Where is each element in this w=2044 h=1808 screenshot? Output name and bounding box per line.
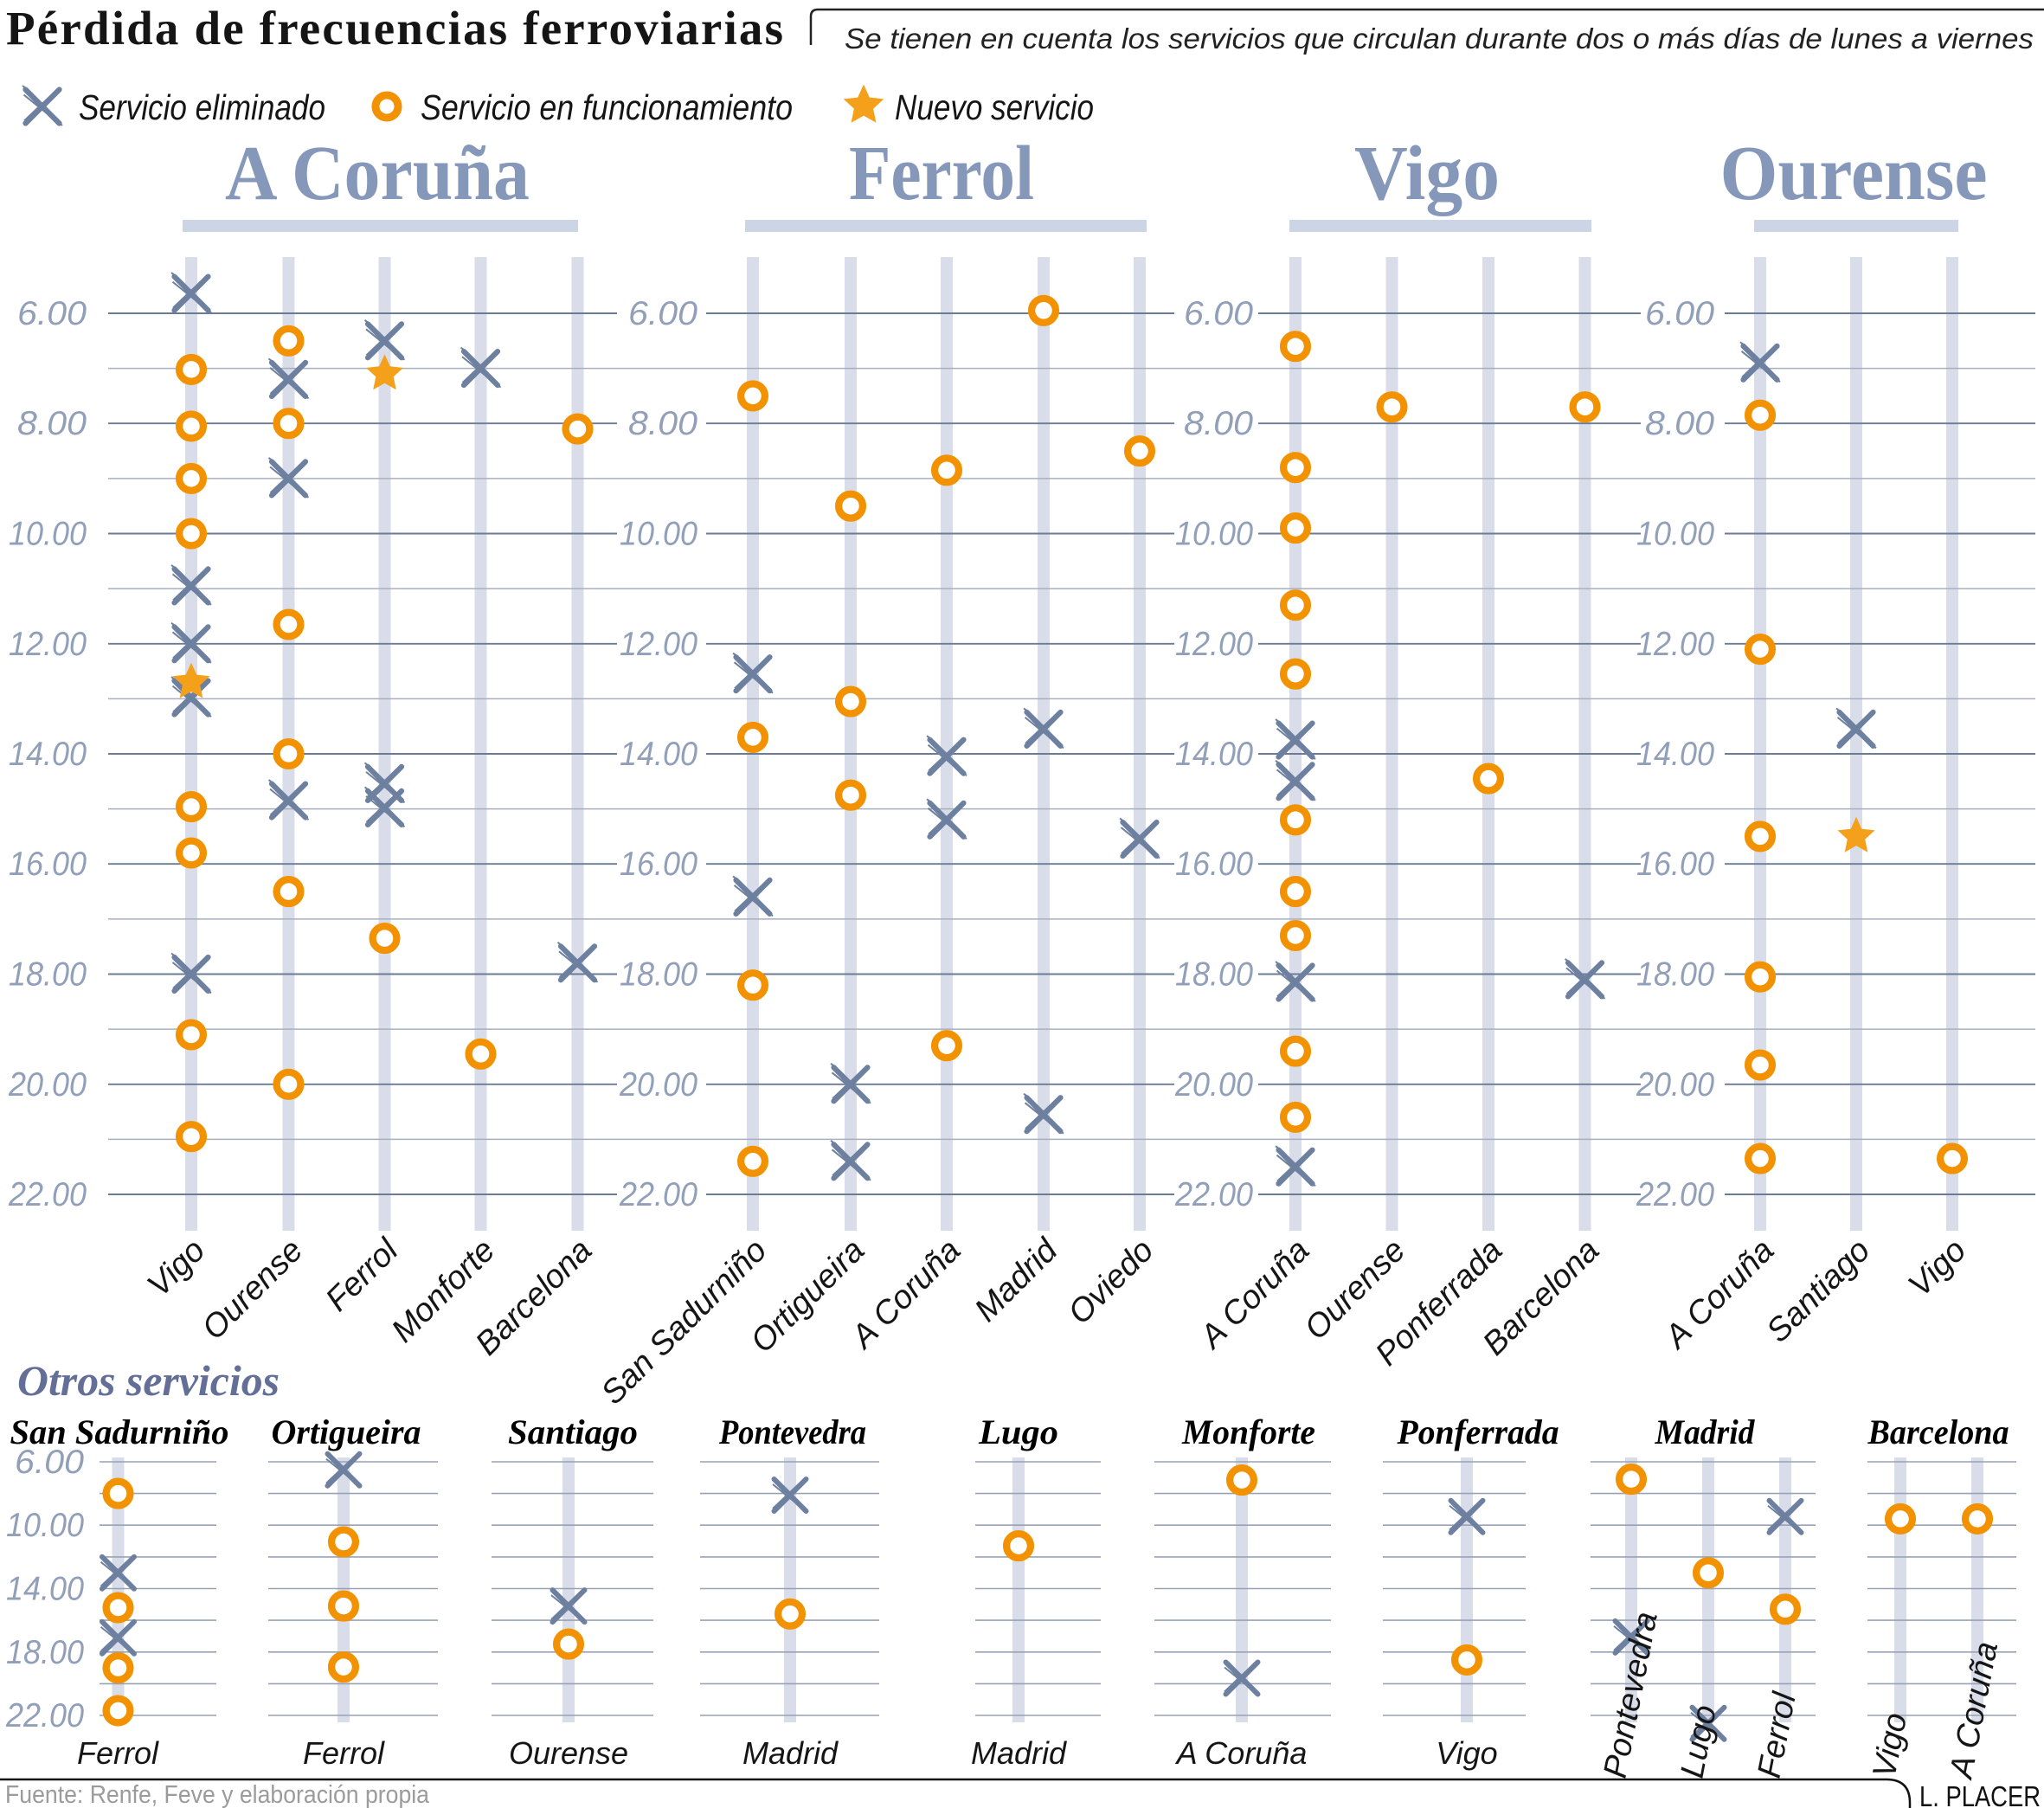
svg-text:16.00: 16.00 bbox=[1175, 846, 1253, 883]
svg-text:Santiago: Santiago bbox=[508, 1412, 638, 1451]
svg-text:12.00: 12.00 bbox=[620, 626, 697, 663]
svg-text:Servicio eliminado: Servicio eliminado bbox=[79, 87, 325, 127]
svg-text:Pérdida de frecuencias ferrovi: Pérdida de frecuencias ferroviarias bbox=[6, 2, 783, 55]
svg-text:12.00: 12.00 bbox=[1636, 626, 1714, 663]
svg-text:20.00: 20.00 bbox=[8, 1066, 87, 1103]
svg-text:18.00: 18.00 bbox=[1175, 956, 1253, 994]
svg-text:Pontevedra: Pontevedra bbox=[718, 1412, 866, 1451]
svg-text:San Sadurniño: San Sadurniño bbox=[10, 1412, 229, 1451]
svg-text:Lugo: Lugo bbox=[978, 1412, 1058, 1451]
svg-text:Ferrol: Ferrol bbox=[849, 131, 1034, 216]
svg-text:Ortigueira: Ortigueira bbox=[272, 1412, 421, 1451]
svg-text:Madrid: Madrid bbox=[1655, 1412, 1756, 1451]
svg-text:Madrid: Madrid bbox=[971, 1735, 1067, 1771]
svg-text:A Coruña: A Coruña bbox=[1175, 1735, 1308, 1771]
svg-text:Ferrol: Ferrol bbox=[303, 1735, 385, 1771]
svg-text:12.00: 12.00 bbox=[1175, 626, 1253, 663]
svg-text:A Coruña: A Coruña bbox=[225, 131, 530, 216]
svg-text:14.00: 14.00 bbox=[6, 1571, 84, 1608]
svg-text:8.00: 8.00 bbox=[1645, 405, 1714, 442]
svg-text:Ourense: Ourense bbox=[1720, 131, 1988, 216]
svg-text:Otros servicios: Otros servicios bbox=[17, 1356, 280, 1405]
svg-text:6.00: 6.00 bbox=[628, 295, 697, 332]
svg-text:22.00: 22.00 bbox=[619, 1176, 697, 1213]
svg-text:12.00: 12.00 bbox=[9, 626, 87, 663]
svg-text:20.00: 20.00 bbox=[619, 1066, 697, 1103]
svg-text:18.00: 18.00 bbox=[9, 956, 87, 994]
svg-text:Vigo: Vigo bbox=[1354, 131, 1500, 216]
svg-text:Monforte: Monforte bbox=[1181, 1412, 1315, 1451]
svg-text:14.00: 14.00 bbox=[1175, 736, 1253, 773]
svg-text:16.00: 16.00 bbox=[1636, 846, 1714, 883]
svg-text:Ponferrada: Ponferrada bbox=[1397, 1412, 1559, 1451]
svg-text:6.00: 6.00 bbox=[15, 1444, 84, 1481]
svg-text:18.00: 18.00 bbox=[6, 1634, 84, 1671]
svg-text:6.00: 6.00 bbox=[17, 295, 87, 332]
svg-text:10.00: 10.00 bbox=[1175, 516, 1253, 553]
svg-text:10.00: 10.00 bbox=[620, 516, 697, 553]
svg-text:20.00: 20.00 bbox=[1174, 1066, 1253, 1103]
svg-text:18.00: 18.00 bbox=[620, 956, 697, 994]
svg-text:Se tienen en cuenta los servic: Se tienen en cuenta los servicios que ci… bbox=[845, 23, 2034, 55]
svg-text:22.00: 22.00 bbox=[5, 1697, 84, 1734]
svg-text:22.00: 22.00 bbox=[8, 1176, 87, 1213]
svg-text:Fuente: Renfe, Feve y elaborac: Fuente: Renfe, Feve y elaboración propia bbox=[5, 1781, 430, 1808]
svg-text:16.00: 16.00 bbox=[620, 846, 697, 883]
svg-text:14.00: 14.00 bbox=[620, 736, 697, 773]
svg-text:16.00: 16.00 bbox=[9, 846, 87, 883]
svg-text:Ourense: Ourense bbox=[509, 1735, 628, 1771]
svg-text:Madrid: Madrid bbox=[742, 1735, 839, 1771]
svg-text:Barcelona: Barcelona bbox=[1867, 1412, 2009, 1451]
svg-text:10.00: 10.00 bbox=[6, 1507, 84, 1544]
svg-text:6.00: 6.00 bbox=[1645, 295, 1714, 332]
svg-text:20.00: 20.00 bbox=[1636, 1066, 1714, 1103]
svg-text:Nuevo servicio: Nuevo servicio bbox=[895, 87, 1094, 127]
svg-text:14.00: 14.00 bbox=[9, 736, 87, 773]
svg-text:22.00: 22.00 bbox=[1174, 1176, 1253, 1213]
svg-text:Vigo: Vigo bbox=[1436, 1735, 1497, 1771]
svg-text:10.00: 10.00 bbox=[1636, 516, 1714, 553]
svg-text:8.00: 8.00 bbox=[1184, 405, 1253, 442]
svg-text:10.00: 10.00 bbox=[9, 516, 87, 553]
svg-text:14.00: 14.00 bbox=[1636, 736, 1714, 773]
svg-text:22.00: 22.00 bbox=[1636, 1176, 1714, 1213]
svg-text:6.00: 6.00 bbox=[1184, 295, 1253, 332]
svg-text:L. PLACER: L. PLACER bbox=[1919, 1780, 2041, 1808]
svg-text:8.00: 8.00 bbox=[628, 405, 697, 442]
svg-text:Ferrol: Ferrol bbox=[77, 1735, 159, 1771]
svg-text:Servicio en funcionamiento: Servicio en funcionamiento bbox=[421, 87, 793, 127]
svg-text:18.00: 18.00 bbox=[1636, 956, 1714, 994]
svg-text:8.00: 8.00 bbox=[17, 405, 87, 442]
